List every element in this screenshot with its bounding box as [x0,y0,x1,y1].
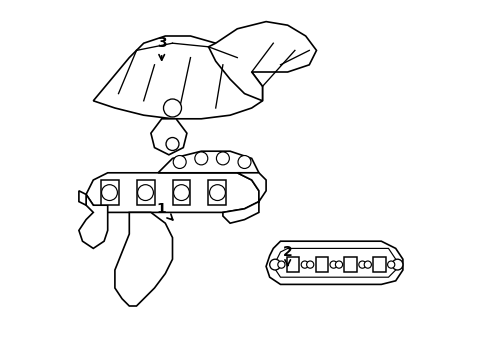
Polygon shape [315,257,327,272]
Circle shape [306,261,313,268]
Circle shape [137,185,153,201]
Polygon shape [273,248,395,277]
Text: 3: 3 [157,36,166,60]
Circle shape [364,261,371,268]
Circle shape [358,261,365,268]
Circle shape [102,185,117,201]
Circle shape [173,185,189,201]
Circle shape [216,152,229,165]
Polygon shape [86,173,258,212]
Circle shape [166,138,179,150]
Circle shape [269,259,280,270]
Polygon shape [101,180,118,205]
Circle shape [194,152,207,165]
Polygon shape [344,257,356,272]
Circle shape [277,261,285,268]
Circle shape [329,261,337,268]
Polygon shape [115,212,172,306]
Polygon shape [158,151,258,173]
Polygon shape [93,36,262,119]
Polygon shape [79,191,86,205]
Polygon shape [208,180,226,205]
Circle shape [163,99,181,117]
Circle shape [387,261,394,268]
Circle shape [209,185,225,201]
Circle shape [301,261,308,268]
Polygon shape [223,173,265,223]
Circle shape [391,259,402,270]
Polygon shape [265,241,402,284]
Polygon shape [286,257,299,272]
Polygon shape [136,180,154,205]
Polygon shape [372,257,385,272]
Polygon shape [172,180,190,205]
Text: 1: 1 [157,202,172,220]
Text: 2: 2 [282,245,292,266]
Circle shape [238,156,250,168]
Circle shape [335,261,342,268]
Polygon shape [208,22,316,101]
Circle shape [173,156,186,168]
Polygon shape [151,119,186,155]
Polygon shape [79,194,107,248]
